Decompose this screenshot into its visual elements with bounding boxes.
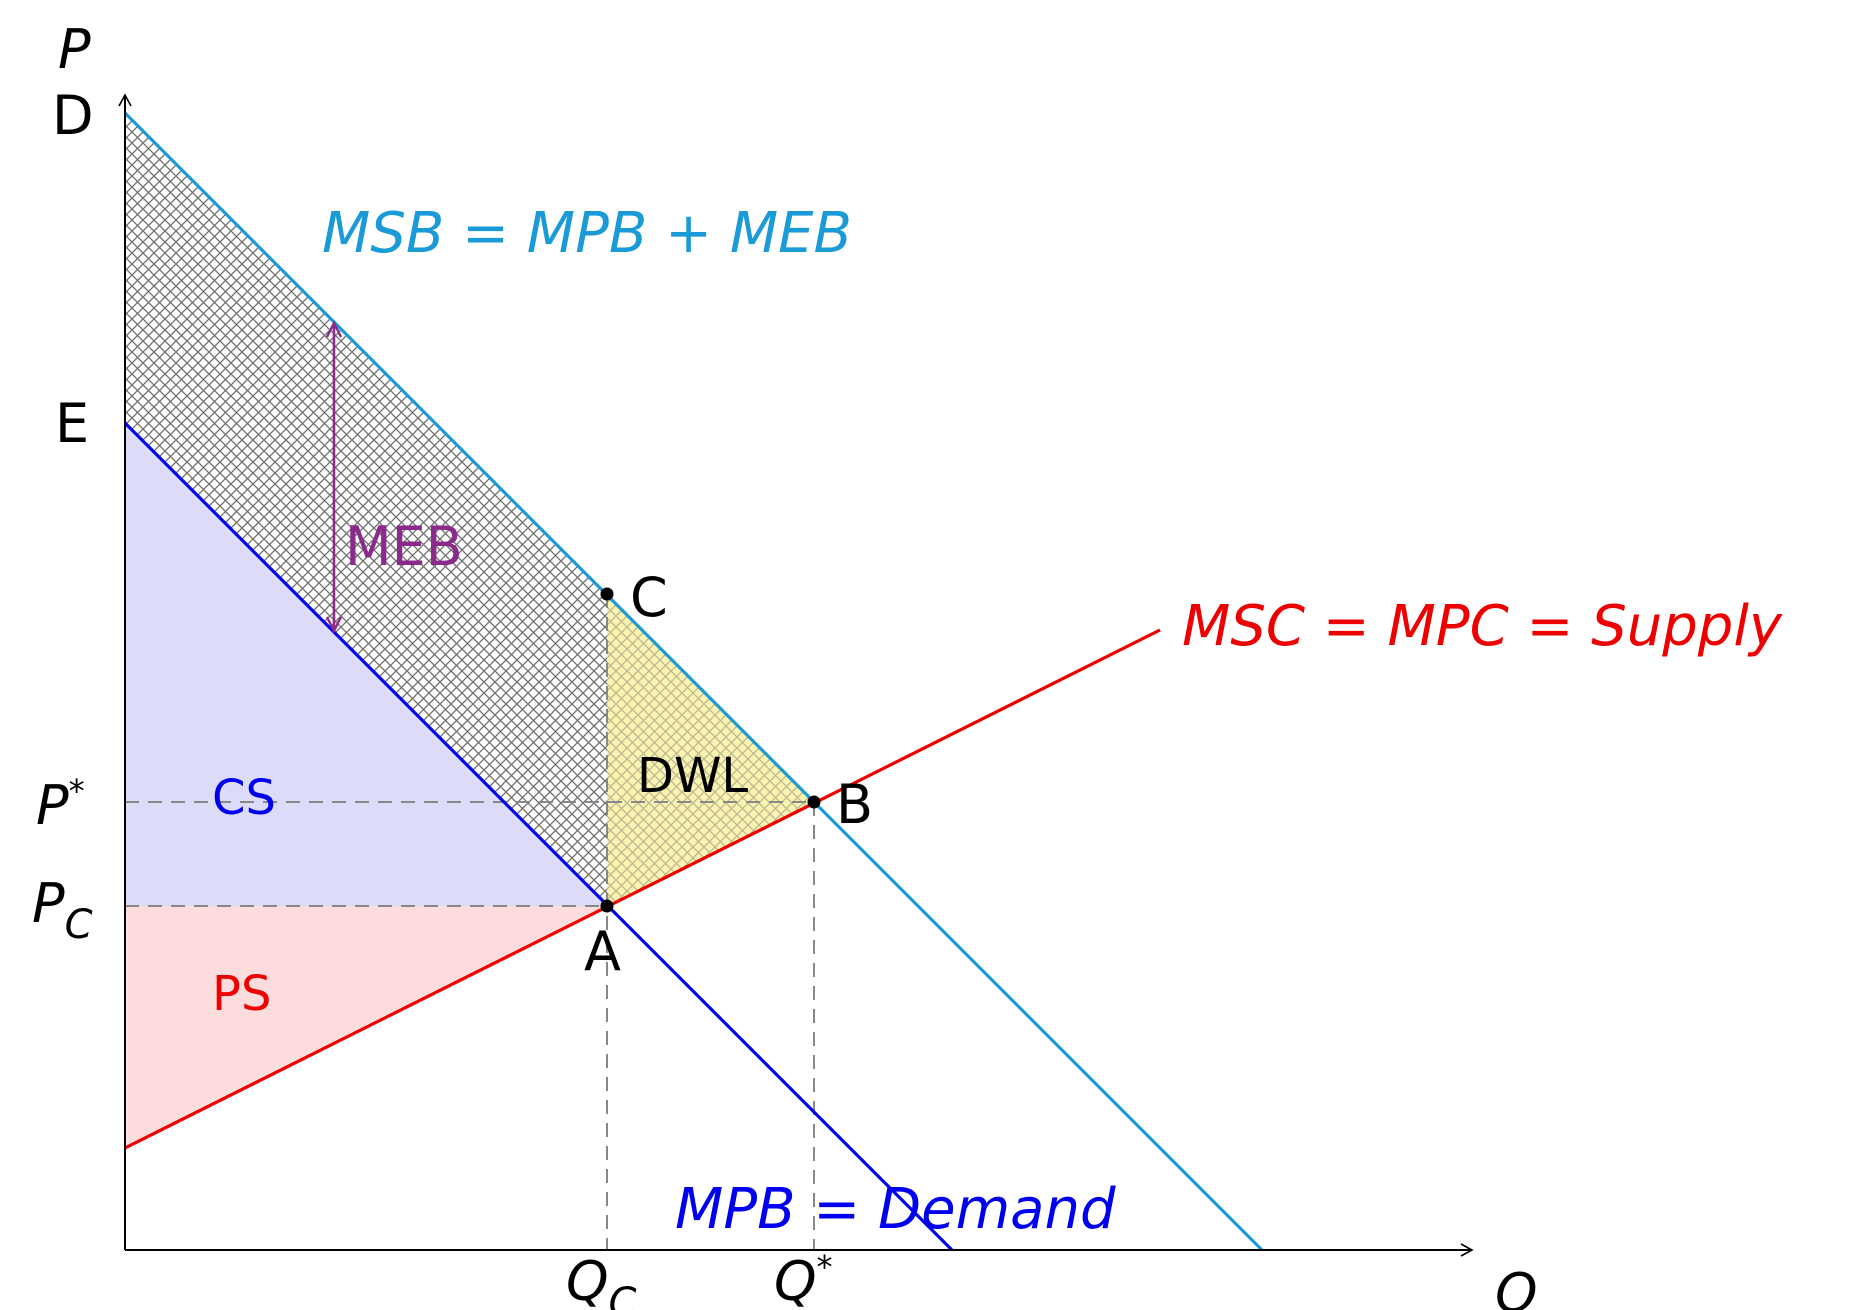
label-e: E [55,392,89,455]
msc-supply-curve [124,628,1161,1150]
msb-curve-label: MSB = MPB + MEB [322,201,852,266]
point-c-label: C [630,566,668,629]
point-c-dot [600,587,614,601]
msb-curve [123,111,1264,1252]
label-p-c: PC [32,872,93,948]
deadweight-loss-label: DWL [637,748,748,804]
consumer-surplus-label: CS [212,770,276,826]
msc-curve-label: MSC = MPC = Supply [1182,594,1783,659]
label-q-c: QC [566,1250,637,1310]
x-axis-label: Q [1495,1262,1538,1310]
mpb-curve-label: MPB = Demand [675,1177,1116,1242]
meb-label: MEB [345,515,463,578]
y-axis-label: P [58,18,91,81]
point-b-label: B [836,773,873,836]
point-a-dot [600,899,614,913]
mpb-demand-curve [123,421,954,1252]
external-benefit-hatch [125,113,607,906]
guide-lines [125,594,815,1250]
label-p-star: P* [36,772,85,837]
point-b-dot [807,795,821,809]
producer-surplus-label: PS [212,966,271,1022]
point-a-label: A [584,920,621,983]
label-q-star: Q* [774,1248,833,1310]
label-d: D [52,84,94,147]
